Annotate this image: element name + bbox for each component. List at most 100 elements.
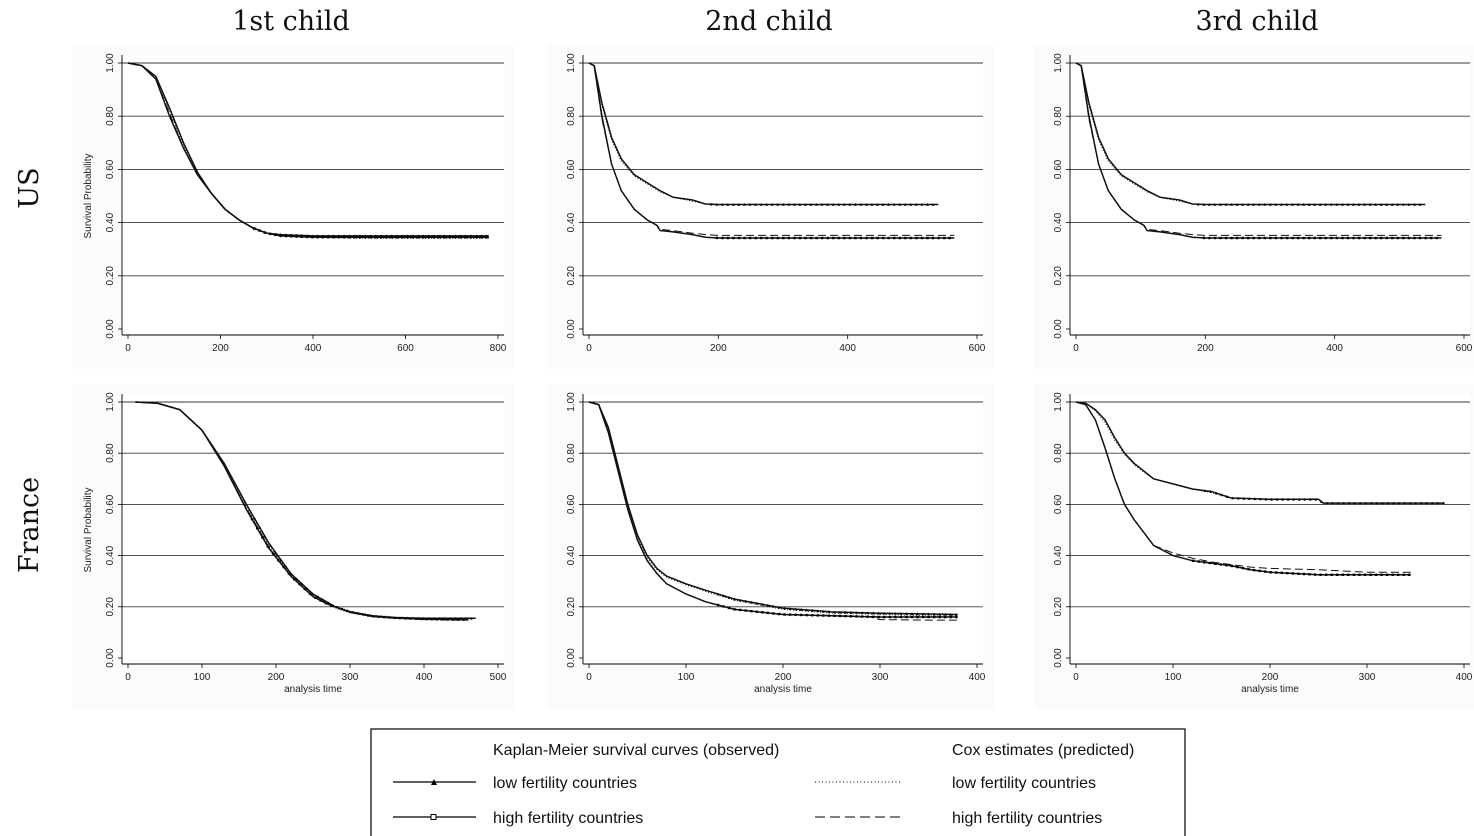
- censor-marker: [1302, 203, 1305, 206]
- y-tick-label: 0.20: [566, 597, 577, 617]
- x-tick-label: 0: [586, 343, 592, 354]
- censor-marker: [820, 236, 824, 240]
- censor-marker: [253, 516, 256, 520]
- censor-marker: [1230, 564, 1234, 568]
- censor-marker: [898, 236, 901, 240]
- censor-marker: [838, 610, 842, 614]
- censor-marker: [932, 612, 936, 616]
- censor-marker: [1230, 236, 1233, 240]
- censor-marker: [1425, 501, 1429, 505]
- censor-marker: [916, 612, 919, 616]
- censor-marker: [826, 236, 829, 240]
- censor-marker: [1291, 236, 1294, 240]
- y-tick-label: 0.40: [566, 545, 577, 565]
- censor-marker: [1341, 236, 1344, 240]
- censor-marker: [1430, 501, 1434, 505]
- x-tick-label: 400: [416, 672, 433, 683]
- censor-marker: [820, 203, 824, 206]
- censor-marker: [1413, 236, 1416, 240]
- censor-marker: [1368, 203, 1372, 206]
- censor-marker: [1231, 496, 1235, 500]
- censor-marker: [416, 236, 420, 239]
- censor-marker: [1235, 236, 1239, 240]
- censor-marker: [1297, 572, 1300, 575]
- x-tick-label: 0: [125, 672, 131, 683]
- y-tick-label: 0.00: [105, 319, 116, 339]
- x-tick-label: 200: [1197, 343, 1214, 354]
- y-tick-label: 0.60: [566, 494, 577, 514]
- censor-marker: [798, 236, 802, 240]
- censor-marker: [1296, 236, 1300, 240]
- censor-marker: [321, 236, 325, 239]
- censor-marker: [744, 599, 748, 603]
- y-tick-label: 1.00: [566, 392, 577, 412]
- censor-marker: [827, 610, 831, 614]
- censor-marker: [342, 236, 346, 239]
- censor-marker: [931, 236, 935, 240]
- censor-marker: [721, 236, 724, 240]
- censor-marker: [277, 559, 280, 562]
- censor-marker: [1196, 202, 1200, 206]
- y-axis-label: Survival Probability: [83, 153, 94, 238]
- censor-marker: [887, 203, 890, 206]
- censor-marker: [916, 615, 919, 619]
- x-tick-label: 400: [1456, 672, 1473, 683]
- y-tick-label: 0.20: [1053, 597, 1064, 617]
- censor-marker: [1330, 573, 1333, 576]
- panel-6: 0.00 0.20 0.40 0.60 0.80 1.00 0 100 200 300 400 ana…: [1034, 384, 1474, 709]
- censor-marker: [881, 203, 885, 206]
- censor-marker: [1436, 501, 1440, 505]
- y-tick-label: 0.00: [105, 648, 116, 668]
- censor-marker: [1280, 571, 1284, 575]
- plot-area: [122, 394, 504, 664]
- censor-marker: [1391, 236, 1394, 240]
- censor-marker: [910, 615, 914, 619]
- panels-grid: 0.00 0.20 0.40 0.60 0.80 1.00 0 200 400 600 800 Sur…: [72, 44, 1474, 709]
- censor-marker: [948, 236, 951, 240]
- censor-marker: [1219, 236, 1222, 240]
- censor-marker: [290, 572, 293, 576]
- y-tick-label: 0.60: [105, 159, 116, 179]
- censor-marker: [1297, 497, 1301, 501]
- x-tick-label: 300: [342, 672, 359, 683]
- censor-marker: [1263, 203, 1267, 206]
- y-tick-label: 1.00: [566, 53, 577, 73]
- censor-marker: [1303, 497, 1307, 501]
- censor-marker: [430, 618, 433, 621]
- series-line-1: [588, 401, 958, 616]
- censor-marker: [451, 618, 455, 621]
- x-tick-label: 400: [839, 343, 856, 354]
- censor-marker: [1275, 497, 1279, 501]
- plot-area: [122, 55, 504, 335]
- censor-marker: [805, 608, 808, 612]
- censor-marker: [905, 612, 908, 615]
- censor-marker: [1275, 571, 1278, 574]
- censor-marker: [770, 203, 774, 206]
- censor-marker: [1330, 236, 1333, 240]
- censor-marker: [777, 605, 781, 609]
- legend-km-high-label: high fertility countries: [493, 810, 643, 827]
- y-tick-label: 0.80: [566, 443, 577, 463]
- censor-marker: [1418, 236, 1422, 240]
- censor-marker: [815, 203, 818, 206]
- censor-marker: [1335, 203, 1339, 206]
- censor-marker: [332, 236, 335, 239]
- censor-marker: [1435, 236, 1438, 240]
- censor-marker: [1320, 500, 1323, 503]
- censor-marker: [899, 612, 903, 615]
- y-tick-label: 0.00: [1053, 319, 1064, 339]
- censor-marker: [269, 543, 272, 547]
- censor-marker: [743, 203, 746, 206]
- censor-marker: [321, 598, 325, 602]
- censor-marker: [937, 236, 940, 240]
- censor-marker: [715, 202, 719, 206]
- censor-marker: [904, 236, 907, 240]
- plot-area: [583, 394, 983, 664]
- y-axis-label: Survival Probability: [83, 487, 94, 572]
- y-tick-label: 0.80: [105, 443, 116, 463]
- y-tick-label: 0.20: [105, 597, 116, 617]
- censor-marker: [1374, 236, 1377, 240]
- censor-marker: [860, 611, 864, 615]
- censor-marker: [848, 236, 852, 240]
